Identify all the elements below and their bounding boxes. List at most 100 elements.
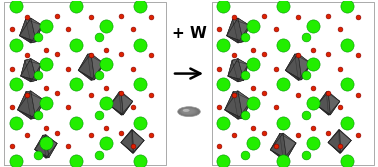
Point [24, 94, 30, 96]
Point [65, 105, 71, 108]
Polygon shape [317, 92, 328, 115]
Polygon shape [328, 92, 340, 115]
Polygon shape [133, 140, 144, 153]
Point [344, 82, 350, 85]
Polygon shape [31, 59, 41, 80]
Point [355, 54, 361, 57]
Circle shape [180, 108, 197, 115]
Point [325, 132, 332, 135]
Point [337, 105, 343, 108]
Point [231, 16, 237, 19]
Point [216, 28, 222, 30]
Polygon shape [326, 92, 340, 101]
Point [220, 82, 226, 85]
Point [88, 16, 94, 19]
Point [231, 94, 237, 96]
Point [88, 54, 94, 57]
Point [355, 16, 361, 19]
Point [148, 133, 154, 136]
Point [88, 94, 94, 96]
Point [103, 49, 109, 52]
Point [220, 44, 226, 47]
Polygon shape [25, 59, 41, 64]
Point [118, 132, 124, 135]
Point [118, 52, 124, 55]
Polygon shape [110, 105, 123, 115]
Circle shape [182, 109, 194, 114]
Point [325, 14, 332, 17]
Point [273, 67, 279, 70]
Point [73, 122, 79, 125]
Polygon shape [225, 91, 238, 110]
Polygon shape [35, 135, 49, 158]
Point [303, 153, 309, 156]
Point [54, 52, 60, 55]
Circle shape [183, 109, 192, 113]
Polygon shape [119, 92, 133, 101]
Polygon shape [133, 130, 144, 153]
Polygon shape [78, 54, 91, 70]
Polygon shape [228, 59, 238, 76]
Point [103, 142, 109, 144]
Point [43, 62, 49, 65]
Polygon shape [21, 59, 31, 76]
Point [103, 62, 109, 65]
Point [242, 114, 248, 116]
Polygon shape [339, 130, 351, 140]
Point [130, 105, 136, 108]
Polygon shape [285, 54, 298, 80]
Polygon shape [328, 130, 340, 153]
Polygon shape [26, 92, 44, 119]
Point [273, 145, 279, 148]
Polygon shape [328, 130, 340, 142]
Polygon shape [298, 63, 311, 80]
Point [261, 132, 267, 135]
Polygon shape [228, 60, 238, 82]
Polygon shape [225, 92, 238, 119]
Point [261, 92, 267, 95]
Polygon shape [270, 133, 287, 159]
Point [344, 4, 350, 7]
Polygon shape [20, 19, 31, 43]
Point [130, 145, 136, 148]
Polygon shape [298, 54, 311, 80]
Point [54, 92, 60, 95]
Circle shape [178, 107, 200, 116]
Polygon shape [227, 18, 238, 36]
Polygon shape [317, 92, 330, 115]
Polygon shape [328, 101, 340, 115]
Circle shape [178, 107, 200, 117]
Point [43, 102, 49, 105]
Polygon shape [31, 100, 44, 119]
Point [24, 16, 30, 19]
Polygon shape [121, 92, 133, 115]
Polygon shape [238, 91, 251, 118]
Point [250, 102, 256, 105]
Circle shape [181, 108, 195, 114]
Point [103, 24, 109, 27]
Point [250, 127, 256, 130]
Polygon shape [20, 18, 31, 36]
Polygon shape [78, 54, 94, 80]
Polygon shape [238, 59, 248, 80]
Polygon shape [295, 54, 311, 63]
Polygon shape [110, 92, 123, 115]
Point [88, 133, 94, 136]
Polygon shape [17, 91, 31, 110]
Point [13, 122, 19, 125]
Point [43, 49, 49, 52]
Point [148, 16, 154, 19]
Point [35, 36, 41, 38]
Polygon shape [340, 140, 351, 153]
Polygon shape [43, 135, 57, 158]
Point [231, 54, 237, 57]
Polygon shape [228, 59, 244, 80]
Polygon shape [233, 91, 251, 100]
Point [216, 105, 222, 108]
Point [220, 122, 226, 125]
Polygon shape [35, 135, 46, 149]
Point [310, 127, 316, 130]
Point [250, 62, 256, 65]
Circle shape [185, 110, 189, 112]
Polygon shape [225, 110, 243, 119]
